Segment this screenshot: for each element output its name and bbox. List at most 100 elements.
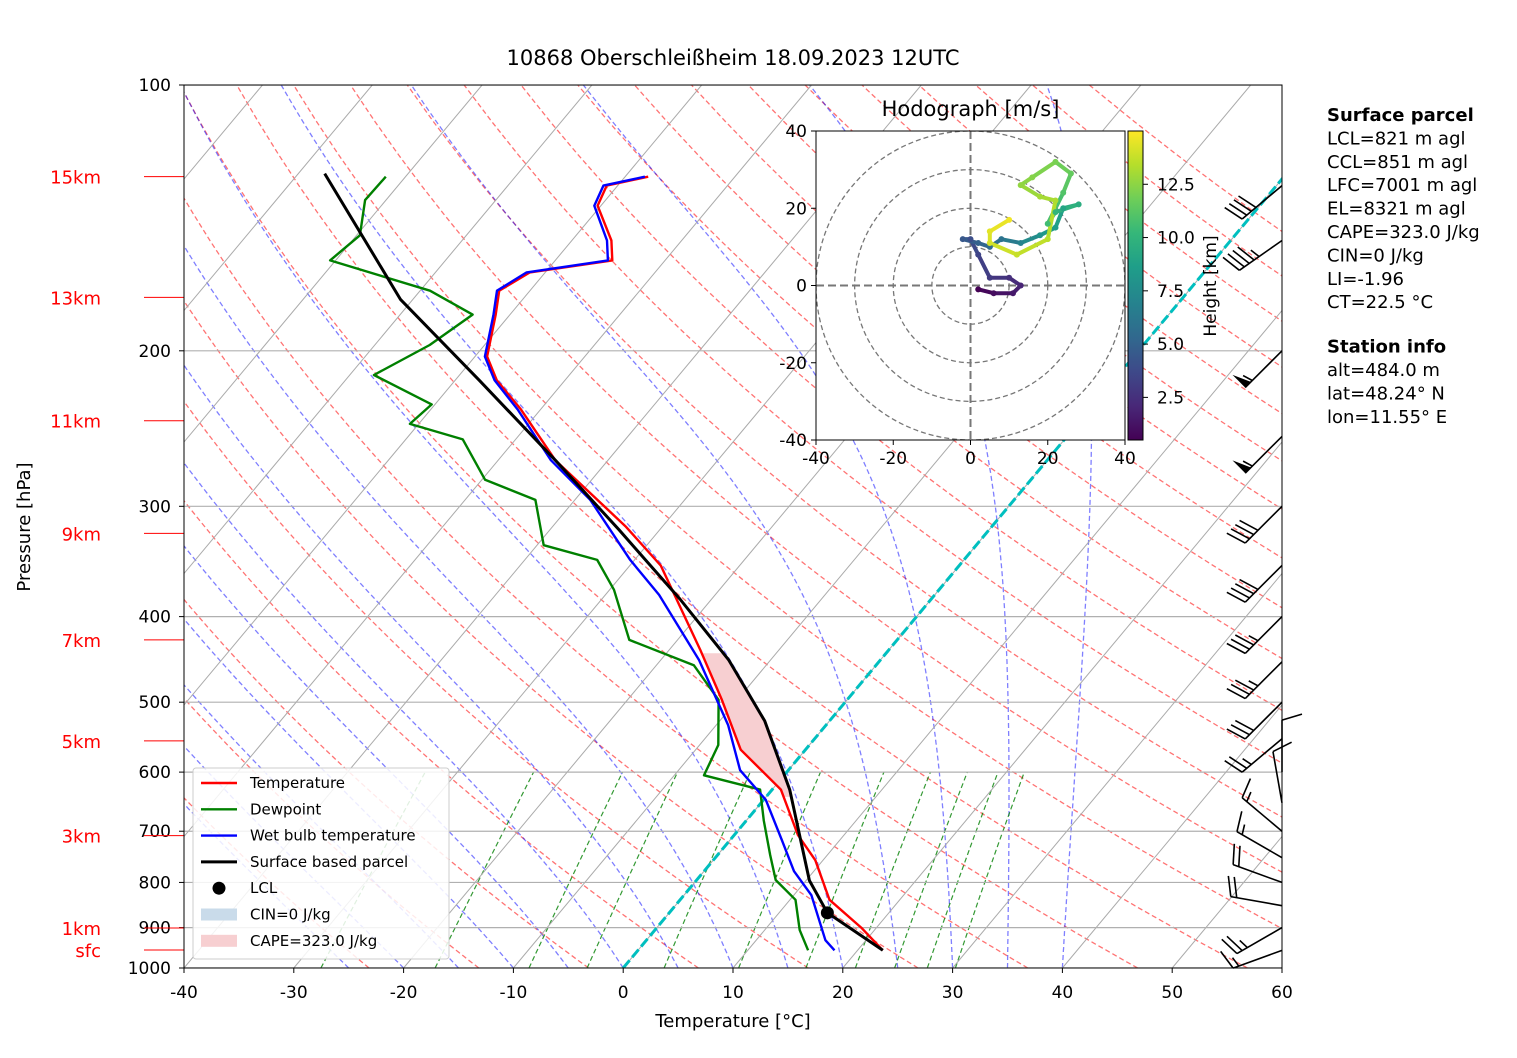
hodograph-point [1006, 275, 1012, 281]
hodograph-point [1037, 232, 1043, 238]
height-label: 1km [62, 919, 101, 940]
y-tick-label: 400 [139, 608, 171, 628]
barb-feather [1229, 757, 1246, 768]
wind-barb [1228, 876, 1282, 906]
x-tick-label: -30 [280, 983, 308, 1003]
barb-feather [1223, 257, 1239, 270]
colorbar-tick-label: 5.0 [1157, 335, 1184, 355]
y-tick-label: 800 [139, 873, 171, 893]
x-tick-label: 10 [722, 983, 744, 1003]
x-axis-label: Temperature [°C] [654, 1011, 810, 1032]
hodograph-point [1060, 190, 1066, 196]
barb-half [1249, 636, 1258, 641]
barb-feather [1229, 204, 1246, 215]
hodograph-point [975, 286, 981, 292]
x-tick-label: 50 [1161, 983, 1183, 1003]
hodograph-point [975, 240, 981, 246]
hodograph-point [968, 236, 974, 242]
barb-half [1233, 958, 1239, 966]
hodograph-point [1052, 209, 1058, 215]
barb-half [1251, 250, 1259, 256]
barb-staff [1239, 240, 1282, 270]
panel-line: lon=11.55° E [1327, 407, 1447, 428]
wind-barb [1227, 506, 1282, 543]
mixing-ratio-line [587, 772, 678, 968]
x-tick-label: -40 [802, 449, 830, 469]
legend-label: CIN=0 J/kg [250, 906, 331, 924]
barb-half [1240, 940, 1248, 947]
panel-line: LI=-1.96 [1327, 269, 1404, 290]
y-tick-label: -20 [779, 354, 807, 374]
barb-feather [1233, 844, 1234, 865]
legend-label: LCL [250, 879, 278, 897]
legend-label: CAPE=323.0 J/kg [250, 932, 377, 950]
y-tick-label: 0 [796, 277, 807, 297]
hodograph-point [987, 275, 993, 281]
barb-feather [1227, 936, 1242, 950]
barb-feather [1233, 250, 1249, 263]
height-label: sfc [75, 941, 101, 962]
y-tick-label: 900 [139, 919, 171, 939]
panel-line: CCL=851 m agl [1327, 152, 1468, 173]
height-label: 15km [50, 168, 101, 189]
panel-line: CIN=0 J/kg [1327, 245, 1424, 266]
barb-staff [1231, 897, 1282, 906]
barb-staff [1233, 865, 1282, 883]
hodograph-point [998, 236, 1004, 242]
panel-line: LFC=7001 m agl [1327, 175, 1477, 196]
x-tick-label: -20 [879, 449, 907, 469]
panel-line: EL=8321 m agl [1327, 199, 1466, 220]
hodograph-point [960, 236, 966, 242]
cape-area [702, 653, 792, 797]
colorbar [1128, 131, 1143, 440]
colorbar-tick-label: 10.0 [1157, 229, 1195, 249]
height-label: 11km [50, 412, 101, 433]
x-tick-label: 40 [1114, 449, 1136, 469]
wind-barb [1223, 240, 1282, 270]
y-tick-label: -40 [779, 431, 807, 451]
mixing-ratio-line [955, 772, 1024, 968]
hodograph-point [1076, 201, 1082, 207]
legend-swatch [201, 909, 237, 921]
barb-staff [1245, 662, 1282, 699]
wind-barb [1242, 779, 1282, 832]
mixing-ratio-line [664, 772, 750, 968]
wind-barb [1222, 928, 1282, 954]
y-tick-label: 500 [139, 693, 171, 713]
barb-feather [1225, 208, 1242, 219]
chart-title: 10868 Oberschleißheim 18.09.2023 12UTC [507, 46, 960, 70]
wind-barb [1227, 702, 1282, 739]
y-tick-label: 20 [785, 199, 807, 219]
legend-label: Temperature [249, 774, 345, 792]
x-tick-label: -20 [390, 983, 418, 1003]
barb-feather [1228, 254, 1244, 267]
barb-staff [1245, 565, 1282, 602]
x-tick-label: 20 [1037, 449, 1059, 469]
x-tick-label: 0 [965, 449, 976, 469]
hodograph-point [1018, 240, 1024, 246]
hodograph-point [1068, 170, 1074, 176]
x-tick-label: 60 [1271, 983, 1293, 1003]
legend-label: Wet bulb temperature [250, 827, 416, 845]
hodograph-point [1052, 198, 1058, 204]
hodograph-bg [816, 131, 1125, 440]
hodograph-point [1029, 174, 1035, 180]
barb-feather [1239, 196, 1256, 207]
wind-barb [1227, 617, 1282, 654]
wind-barb [1233, 351, 1282, 388]
panel-line: LCL=821 m agl [1327, 128, 1466, 149]
y-tick-label: 100 [139, 76, 171, 96]
legend-swatch [201, 935, 237, 947]
hodograph-point [987, 228, 993, 234]
x-tick-label: 0 [618, 983, 629, 1003]
mixing-ratio-line [895, 772, 968, 968]
height-label: 9km [62, 524, 101, 545]
panel-line: alt=484.0 m [1327, 360, 1440, 381]
barb-staff [1245, 617, 1282, 654]
y-tick-label: 200 [139, 342, 171, 362]
x-tick-label: 20 [832, 983, 854, 1003]
height-label: 3km [62, 827, 101, 848]
